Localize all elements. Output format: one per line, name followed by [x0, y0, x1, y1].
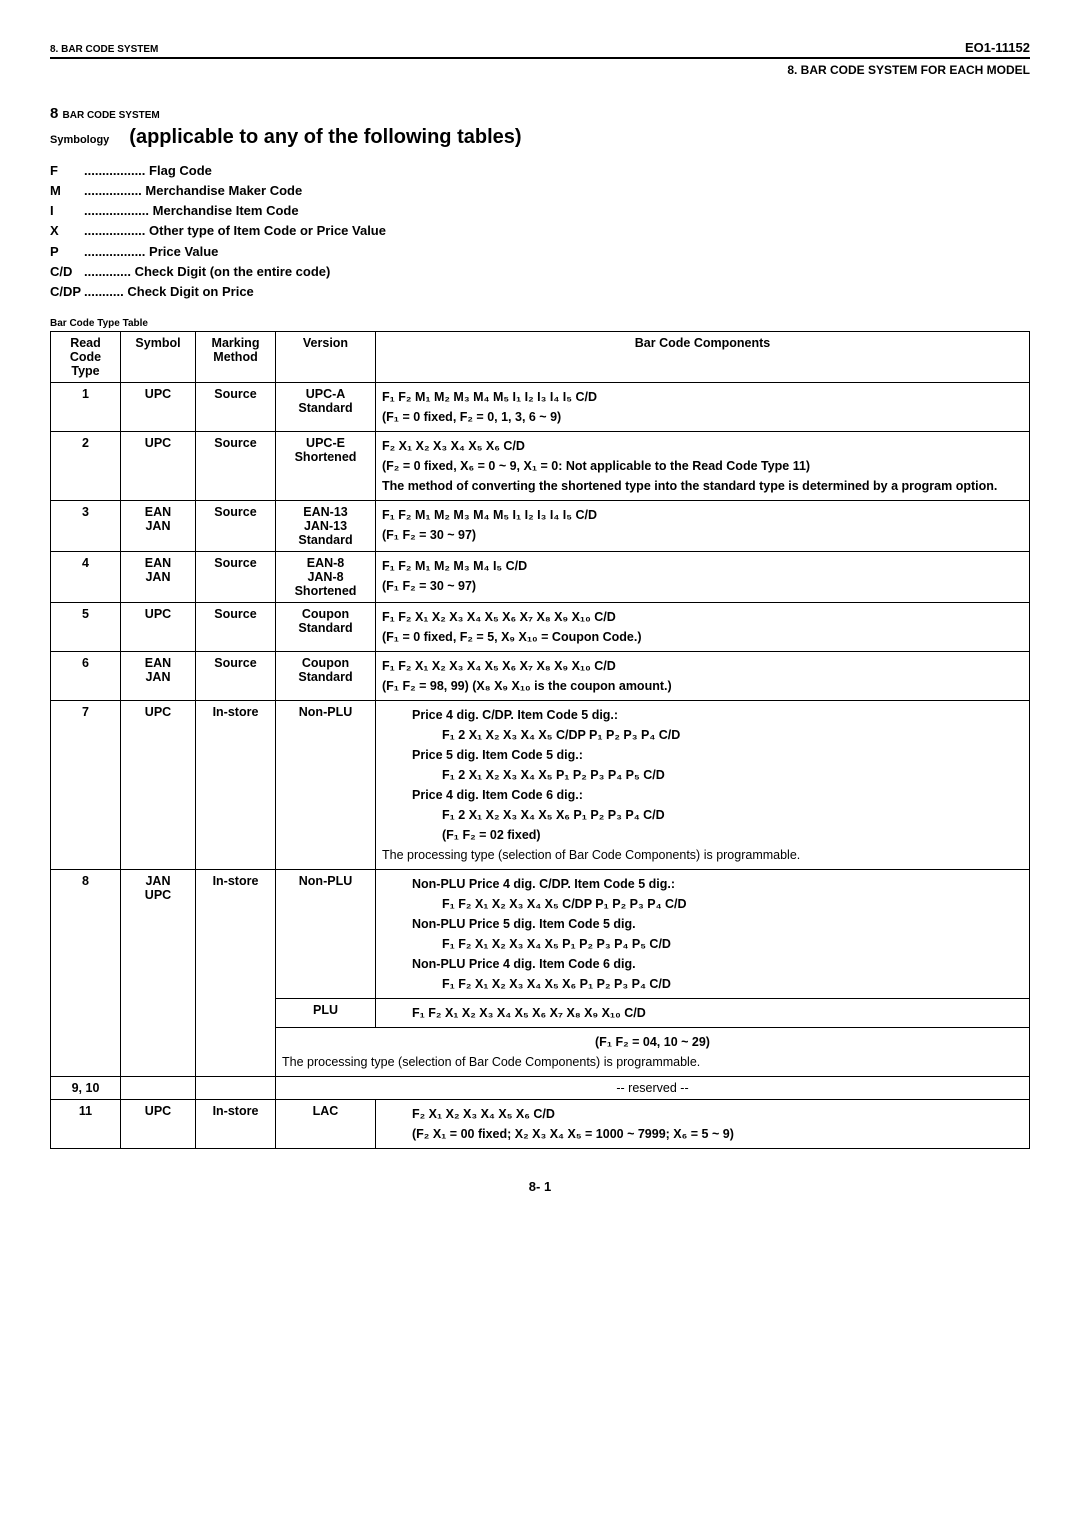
table-row: 9, 10 -- reserved -- — [51, 1076, 1030, 1099]
table-title: Bar Code Type Table — [50, 318, 1030, 329]
table-row: 8 JAN UPC In-store Non-PLU Non-PLU Price… — [51, 869, 1030, 998]
table-row: (F₁ F₂ = 04, 10 ~ 29) The processing typ… — [51, 1027, 1030, 1076]
chapter-line: 8. BAR CODE SYSTEM FOR EACH MODEL — [50, 63, 1030, 77]
legend-row: C/D............. Check Digit (on the ent… — [50, 262, 1030, 282]
header-left: 8. BAR CODE SYSTEM — [50, 44, 158, 55]
table-row: 5 UPC Source Coupon Standard F₁ F₂ X₁ X₂… — [51, 602, 1030, 651]
section-subheading: Symbology (applicable to any of the foll… — [50, 126, 1030, 149]
legend-row: F................. Flag Code — [50, 161, 1030, 181]
table-row: 4 EAN JAN Source EAN-8 JAN-8 Shortened F… — [51, 551, 1030, 602]
table-row: 7 UPC In-store Non-PLU Price 4 dig. C/DP… — [51, 700, 1030, 869]
page-header: 8. BAR CODE SYSTEM EO1-11152 — [50, 40, 1030, 59]
legend-row: X................. Other type of Item Co… — [50, 221, 1030, 241]
table-row: 1 UPC Source UPC-A Standard F₁ F₂ M₁ M₂ … — [51, 382, 1030, 431]
col-method: Marking Method — [196, 331, 276, 382]
col-version: Version — [276, 331, 376, 382]
section-heading: 8 BAR CODE SYSTEM — [50, 105, 1030, 122]
barcode-table: Read Code Type Symbol Marking Method Ver… — [50, 331, 1030, 1149]
legend-row: C/DP........... Check Digit on Price — [50, 282, 1030, 302]
section-applicable: (applicable to any of the following tabl… — [129, 126, 521, 149]
page-footer: 8- 1 — [50, 1179, 1030, 1194]
legend-row: M................ Merchandise Maker Code — [50, 181, 1030, 201]
legend-row: I.................. Merchandise Item Cod… — [50, 201, 1030, 221]
table-row: 2 UPC Source UPC-E Shortened F₂ X₁ X₂ X₃… — [51, 431, 1030, 500]
col-symbol: Symbol — [121, 331, 196, 382]
col-readcode: Read Code Type — [51, 331, 121, 382]
table-header-row: Read Code Type Symbol Marking Method Ver… — [51, 331, 1030, 382]
table-row: PLU F₁ F₂ X₁ X₂ X₃ X₄ X₅ X₆ X₇ X₈ X₉ X₁₀… — [51, 998, 1030, 1027]
legend-row: P................. Price Value — [50, 242, 1030, 262]
section-number: 8 BAR CODE SYSTEM — [50, 105, 160, 122]
col-components: Bar Code Components — [376, 331, 1030, 382]
doc-id: EO1-11152 — [965, 40, 1030, 55]
legend: F................. Flag Code M..........… — [50, 161, 1030, 302]
table-row: 3 EAN JAN Source EAN-13 JAN-13 Standard … — [51, 500, 1030, 551]
table-row: 11 UPC In-store LAC F₂ X₁ X₂ X₃ X₄ X₅ X₆… — [51, 1099, 1030, 1148]
section-sub: Symbology — [50, 134, 109, 146]
table-row: 6 EAN JAN Source Coupon Standard F₁ F₂ X… — [51, 651, 1030, 700]
